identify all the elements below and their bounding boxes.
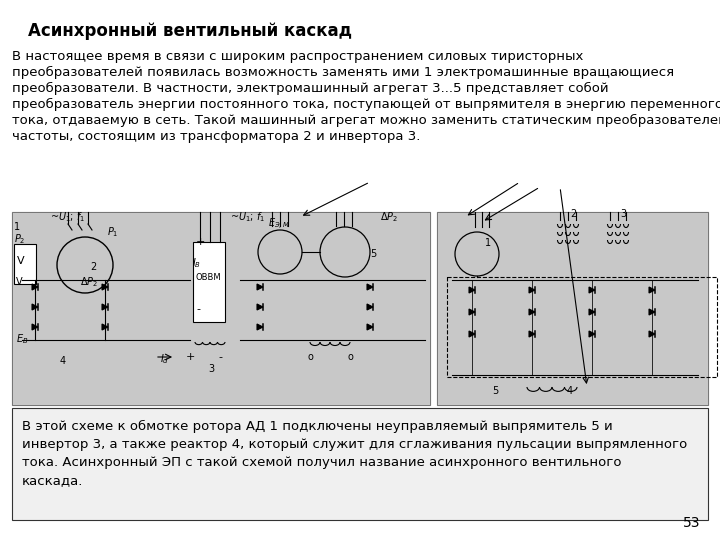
Text: 53: 53 <box>683 516 700 530</box>
Polygon shape <box>32 304 38 310</box>
Polygon shape <box>469 309 475 315</box>
Text: каскада.: каскада. <box>22 474 84 487</box>
Polygon shape <box>367 324 373 330</box>
Text: тока, отдаваемую в сеть. Такой машинный агрегат можно заменить статическим преоб: тока, отдаваемую в сеть. Такой машинный … <box>12 114 720 127</box>
Text: инвертор 3, а также реактор 4, который служит для сглаживания пульсации выпрямле: инвертор 3, а также реактор 4, который с… <box>22 438 688 451</box>
Text: ~$U_1$; $f_1$: ~$U_1$; $f_1$ <box>230 210 266 224</box>
Polygon shape <box>589 287 595 293</box>
Text: ~$U_1$; $f_1$: ~$U_1$; $f_1$ <box>50 210 86 224</box>
Polygon shape <box>367 284 373 290</box>
Polygon shape <box>469 331 475 337</box>
Text: преобразователи. В частности, электромашинный агрегат 3...5 представляет собой: преобразователи. В частности, электромаш… <box>12 82 608 95</box>
Polygon shape <box>589 309 595 315</box>
Text: $P_1$: $P_1$ <box>107 225 119 239</box>
Text: 3: 3 <box>208 364 214 374</box>
Text: -: - <box>218 352 222 362</box>
Text: V: V <box>16 277 22 287</box>
Polygon shape <box>257 324 263 330</box>
Bar <box>12 408 708 520</box>
Text: 4: 4 <box>567 386 573 396</box>
Text: $E_B$: $E_B$ <box>16 332 28 346</box>
Text: $P_2$: $P_2$ <box>14 232 25 246</box>
Polygon shape <box>649 309 655 315</box>
Text: ОВВМ: ОВВМ <box>195 273 220 282</box>
Text: частоты, состоящим из трансформатора 2 и инвертора 3.: частоты, состоящим из трансформатора 2 и… <box>12 130 420 143</box>
Polygon shape <box>32 324 38 330</box>
Text: преобразователей появилась возможность заменять ими 1 электромашинные вращающиес: преобразователей появилась возможность з… <box>12 66 674 79</box>
Polygon shape <box>529 287 535 293</box>
Polygon shape <box>102 284 108 290</box>
Bar <box>14 244 36 284</box>
Text: $E_{Э,М}$: $E_{Э,М}$ <box>268 217 290 232</box>
Text: 5: 5 <box>370 249 377 259</box>
Bar <box>12 212 430 405</box>
Bar <box>437 212 708 405</box>
Text: тока. Асинхронный ЭП с такой схемой получил название асинхронного вентильного: тока. Асинхронный ЭП с такой схемой полу… <box>22 456 621 469</box>
Polygon shape <box>529 309 535 315</box>
Text: $I_B$: $I_B$ <box>192 256 201 270</box>
Polygon shape <box>102 324 108 330</box>
Text: $\Delta P_2$: $\Delta P_2$ <box>80 275 98 289</box>
Polygon shape <box>257 304 263 310</box>
Text: V: V <box>17 256 24 266</box>
Text: преобразователь энергии постоянного тока, поступающей от выпрямителя в энергию п: преобразователь энергии постоянного тока… <box>12 98 720 111</box>
Text: -: - <box>196 304 200 314</box>
Text: 3: 3 <box>620 209 626 219</box>
Polygon shape <box>257 284 263 290</box>
Polygon shape <box>367 304 373 310</box>
Polygon shape <box>469 287 475 293</box>
Text: +: + <box>186 352 195 362</box>
Text: В этой схеме к обмотке ротора АД 1 подключены неуправляемый выпрямитель 5 и: В этой схеме к обмотке ротора АД 1 подкл… <box>22 420 613 433</box>
Polygon shape <box>102 304 108 310</box>
Text: 1: 1 <box>14 222 20 232</box>
Bar <box>447 277 717 377</box>
Text: o: o <box>348 352 354 362</box>
Text: $\Delta P_2$: $\Delta P_2$ <box>380 210 398 224</box>
Text: o: o <box>308 352 314 362</box>
Text: 2: 2 <box>570 209 576 219</box>
Text: +: + <box>196 237 205 247</box>
Polygon shape <box>649 331 655 337</box>
Text: Асинхронный вентильный каскад: Асинхронный вентильный каскад <box>28 22 352 40</box>
Text: В настоящее время в связи с широким распространением силовых тиристорных: В настоящее время в связи с широким расп… <box>12 50 583 63</box>
Polygon shape <box>589 331 595 337</box>
Polygon shape <box>32 284 38 290</box>
Bar <box>193 242 225 322</box>
Text: 2: 2 <box>90 262 96 272</box>
Text: 4: 4 <box>60 356 66 366</box>
Polygon shape <box>649 287 655 293</box>
Text: 1: 1 <box>485 238 491 248</box>
Text: $I_d$: $I_d$ <box>160 352 169 366</box>
Text: 5: 5 <box>492 386 498 396</box>
Polygon shape <box>529 331 535 337</box>
